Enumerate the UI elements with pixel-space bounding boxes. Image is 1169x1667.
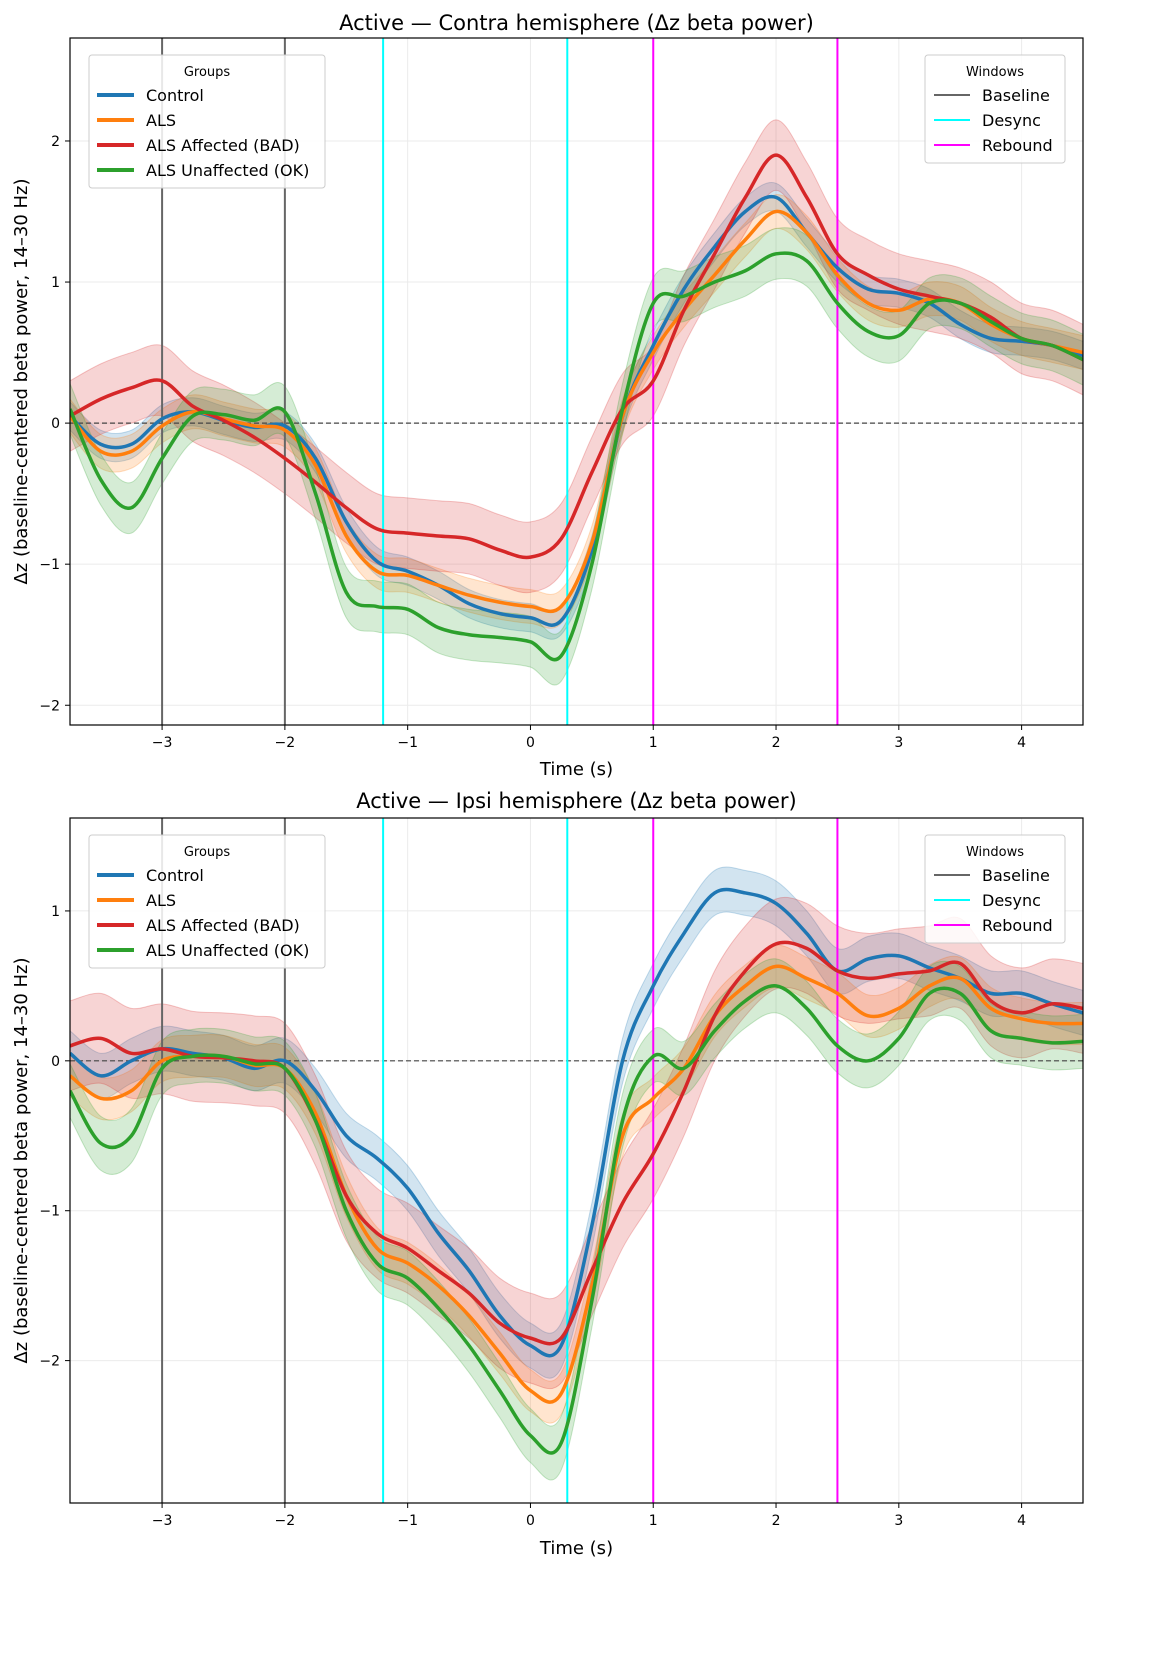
legend-box: [924, 54, 1066, 164]
legend-box: [88, 834, 326, 969]
x-tick-label: 2: [772, 1513, 781, 1529]
x-tick-label: 1: [649, 1513, 658, 1529]
x-tick-label: −1: [397, 1513, 418, 1529]
y-axis-label: Δz (baseline-centered beta power, 14–30 …: [11, 957, 32, 1363]
y-tick-label: −2: [39, 698, 60, 714]
confidence-band-0: [70, 866, 1083, 1379]
legend-entry: Baseline: [982, 86, 1050, 105]
y-tick-label: −1: [39, 1204, 60, 1220]
legend-entry: Desync: [982, 111, 1041, 130]
x-tick-label: 3: [894, 1513, 903, 1529]
series-line-1: [70, 209, 1083, 614]
legend-groups: Groups Control ALS ALS Affected (BAD) ALS Un…: [88, 834, 326, 969]
x-tick-label: −3: [152, 1513, 173, 1529]
x-tick-label: 0: [526, 1513, 535, 1529]
legend-entry: Desync: [982, 891, 1041, 910]
series-line-0: [70, 194, 1083, 627]
axes-frame: [69, 37, 1084, 726]
legend-entry: Control: [146, 86, 204, 105]
confidence-band-2: [70, 119, 1083, 594]
legend-groups: Groups Control ALS ALS Affected (BAD) ALS Un…: [88, 54, 326, 189]
y-tick-label: −2: [39, 1354, 60, 1370]
legend-entry: Control: [146, 866, 204, 885]
series-line-2: [70, 153, 1083, 560]
legend-entry: Baseline: [982, 866, 1050, 885]
x-tick-label: 2: [772, 735, 781, 751]
legend-entry: ALS Affected (BAD): [146, 136, 300, 155]
legend-entry: ALS: [146, 111, 176, 130]
legend-windows: Windows Baseline Desync Rebound: [924, 54, 1066, 164]
x-tick-label: 3: [894, 735, 903, 751]
x-tick-label: 0: [526, 735, 535, 751]
series-line-0: [70, 887, 1083, 1358]
plot-area: [70, 818, 1083, 1503]
axes-frame: [69, 817, 1084, 1504]
x-tick-label: 4: [1017, 1513, 1026, 1529]
y-axis-label: Δz (baseline-centered beta power, 14–30 …: [11, 178, 32, 584]
y-tick-label: 1: [51, 275, 60, 291]
series-line-3: [70, 251, 1083, 662]
legend-entry: ALS: [146, 891, 176, 910]
legend-box: [924, 834, 1066, 944]
subplot-contra: −3 −2 −1 0 1 2 3 4 −2 −1 0 1 2 Active — Contra hemisp…: [11, 11, 1084, 780]
confidence-band-1: [70, 944, 1083, 1424]
plot-area: [70, 38, 1083, 725]
x-tick-label: 1: [649, 735, 658, 751]
legend-entry: Rebound: [982, 136, 1053, 155]
x-tick-label: −1: [397, 735, 418, 751]
chart-title: Active — Ipsi hemisphere (Δz beta power): [356, 789, 796, 813]
y-tick-label: −1: [39, 557, 60, 573]
x-tick-label: −3: [152, 735, 173, 751]
confidence-band-3: [70, 958, 1083, 1481]
legend-entry: ALS Unaffected (OK): [146, 941, 309, 960]
chart-title: Active — Contra hemisphere (Δz beta powe…: [339, 11, 814, 35]
legend-entry: Rebound: [982, 916, 1053, 935]
legend-title: Groups: [184, 845, 231, 860]
series-line-3: [70, 984, 1083, 1455]
y-tick-label: 2: [51, 134, 60, 150]
y-tick-label: 0: [51, 416, 60, 432]
legend-box: [88, 54, 326, 189]
confidence-band-3: [70, 227, 1083, 686]
legend-entry: ALS Affected (BAD): [146, 916, 300, 935]
x-tick-label: −2: [275, 735, 296, 751]
legend-title: Groups: [184, 65, 231, 80]
x-axis-label: Time (s): [539, 1538, 613, 1559]
subplot-ipsi: −3 −2 −1 0 1 2 3 4 −2 −1 0 1 Active — Ipsi hemispher…: [11, 789, 1084, 1559]
y-tick-label: 0: [51, 1054, 60, 1070]
legend-windows: Windows Baseline Desync Rebound: [924, 834, 1066, 944]
x-tick-label: 4: [1017, 735, 1026, 751]
legend-title: Windows: [966, 65, 1024, 80]
y-tick-label: 1: [51, 904, 60, 920]
x-axis-label: Time (s): [539, 759, 613, 780]
legend-title: Windows: [966, 845, 1024, 860]
x-tick-label: −2: [275, 1513, 296, 1529]
legend-entry: ALS Unaffected (OK): [146, 161, 309, 180]
